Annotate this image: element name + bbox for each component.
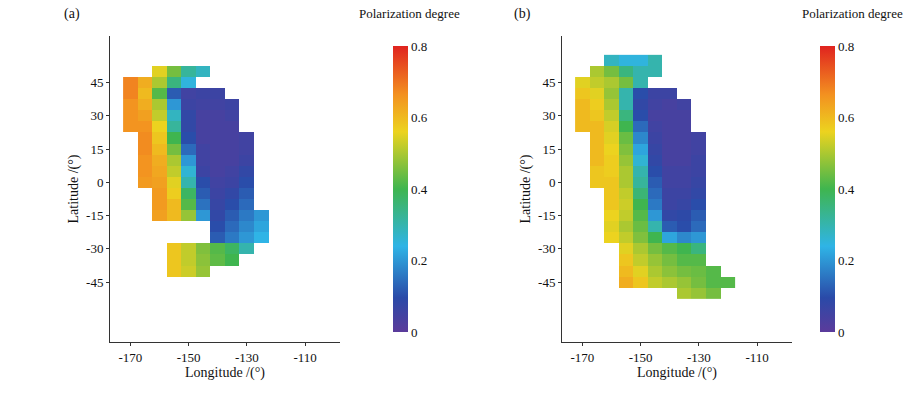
svg-text:0.2: 0.2 — [838, 253, 854, 268]
svg-text:30: 30 — [542, 108, 555, 123]
svg-text:15: 15 — [542, 142, 555, 157]
svg-text:Polarization degree: Polarization degree — [802, 6, 903, 21]
svg-text:0.8: 0.8 — [411, 39, 427, 54]
svg-text:0.8: 0.8 — [838, 39, 854, 54]
svg-text:(a): (a) — [64, 6, 80, 22]
svg-text:-150: -150 — [629, 350, 653, 365]
svg-text:30: 30 — [90, 108, 103, 123]
svg-text:-110: -110 — [293, 350, 316, 365]
svg-text:-30: -30 — [86, 241, 103, 256]
svg-text:-15: -15 — [86, 208, 103, 223]
svg-text:15: 15 — [90, 142, 103, 157]
svg-text:0: 0 — [411, 325, 418, 340]
svg-text:-45: -45 — [86, 275, 103, 290]
svg-text:0.2: 0.2 — [411, 253, 427, 268]
svg-text:-45: -45 — [538, 275, 555, 290]
svg-text:-110: -110 — [745, 350, 768, 365]
svg-text:-15: -15 — [538, 208, 555, 223]
svg-text:Longitude /(°): Longitude /(°) — [637, 365, 717, 381]
svg-text:Polarization degree: Polarization degree — [359, 6, 460, 21]
svg-text:(b): (b) — [514, 6, 531, 22]
svg-text:0: 0 — [97, 175, 104, 190]
svg-text:0: 0 — [549, 175, 556, 190]
svg-text:-150: -150 — [177, 350, 201, 365]
svg-text:-170: -170 — [118, 350, 142, 365]
svg-text:0.4: 0.4 — [838, 182, 855, 197]
svg-text:0.4: 0.4 — [411, 182, 428, 197]
svg-text:-170: -170 — [570, 350, 594, 365]
svg-text:0: 0 — [838, 325, 845, 340]
svg-text:Latitude /(°): Latitude /(°) — [66, 154, 82, 223]
svg-text:45: 45 — [542, 75, 555, 90]
svg-text:0.6: 0.6 — [411, 110, 428, 125]
svg-text:-30: -30 — [538, 241, 555, 256]
svg-text:0.6: 0.6 — [838, 110, 855, 125]
svg-text:-130: -130 — [687, 350, 711, 365]
svg-text:Latitude /(°): Latitude /(°) — [518, 154, 534, 223]
svg-text:-130: -130 — [235, 350, 259, 365]
svg-text:45: 45 — [90, 75, 103, 90]
svg-text:Longitude /(°): Longitude /(°) — [185, 365, 265, 381]
